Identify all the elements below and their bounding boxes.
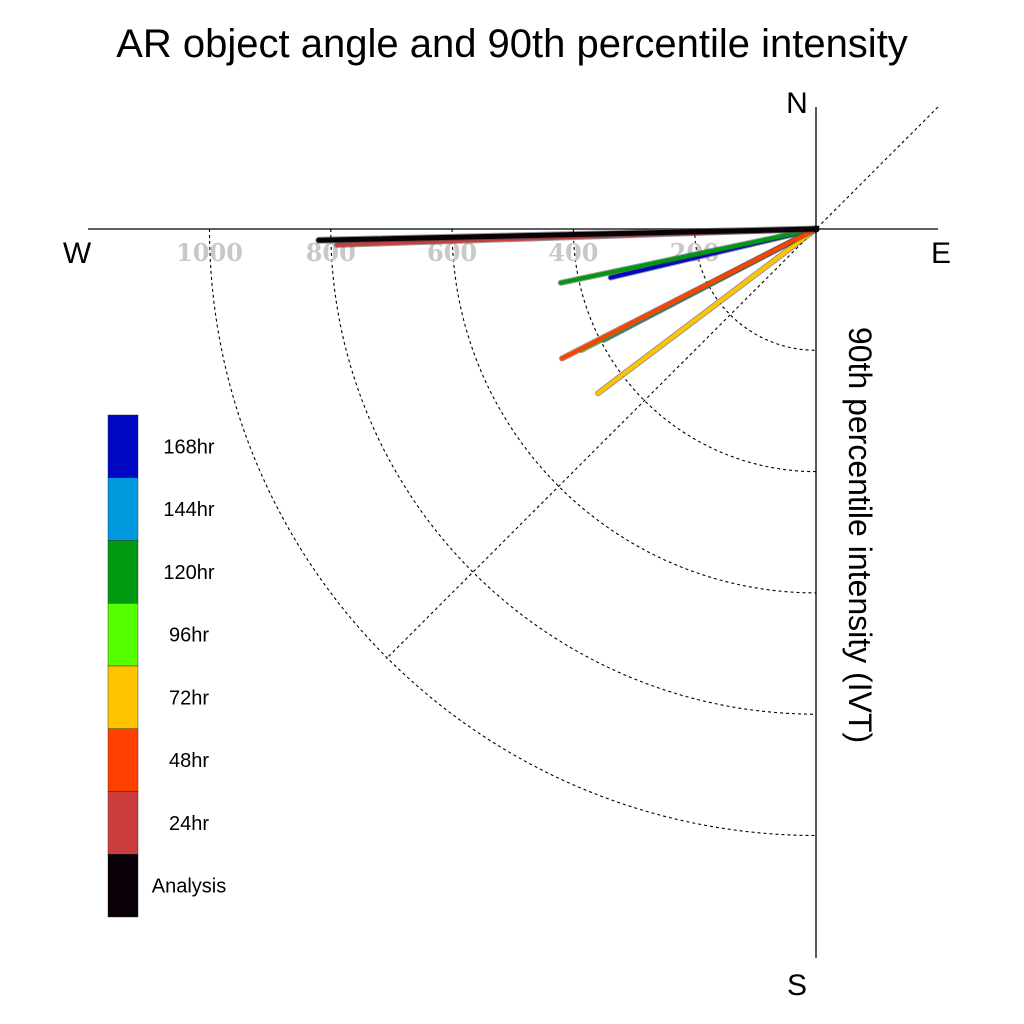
legend-label-24hr: 24hr (169, 813, 209, 835)
series-line-120hr (558, 227, 818, 285)
series-line-analysis (316, 226, 819, 243)
legend-swatch-96hr (107, 603, 139, 667)
legend-swatch-120hr (107, 540, 139, 604)
legend-label-144hr: 144hr (163, 499, 214, 521)
grid-ring-1000 (208, 228, 817, 837)
origin-point (812, 225, 820, 233)
series-line-48hr (560, 227, 818, 361)
legend-label-96hr: 96hr (169, 625, 209, 647)
compass-west: W (63, 237, 92, 270)
legend-swatch-72hr (107, 665, 139, 729)
legend-label-analysis: Analysis (152, 876, 226, 898)
series-lines (315, 225, 820, 397)
legend-swatch-168hr (107, 414, 139, 478)
grid-ring-400 (572, 228, 817, 473)
legend-swatch-24hr (107, 791, 139, 855)
legend: 168hr 144hr 120hr 96hr 72hr 48hr 24hr Analysis (107, 414, 226, 918)
compass-south: S (787, 969, 807, 1002)
tick-label-400: 400 (548, 238, 598, 267)
compass-north: N (786, 87, 808, 120)
radial-axis-label: 90th percentile intensity (IVT) (842, 327, 878, 743)
grid-ring-800 (330, 228, 817, 715)
grid-rings (208, 106, 939, 837)
compass-east: E (931, 237, 951, 270)
legend-label-168hr: 168hr (163, 436, 214, 458)
grid-ring-600 (451, 228, 817, 594)
legend-label-120hr: 120hr (163, 562, 214, 584)
tick-label-1000: 1000 (176, 238, 243, 267)
chart-title: AR object angle and 90th percentile inte… (116, 22, 908, 66)
diagonal-guide (385, 106, 939, 660)
legend-label-48hr: 48hr (169, 750, 209, 772)
legend-swatch-analysis (107, 854, 139, 918)
legend-label-72hr: 72hr (169, 687, 209, 709)
series-line-72hr (596, 227, 818, 396)
legend-swatch-48hr (107, 728, 139, 792)
legend-swatch-144hr (107, 477, 139, 541)
